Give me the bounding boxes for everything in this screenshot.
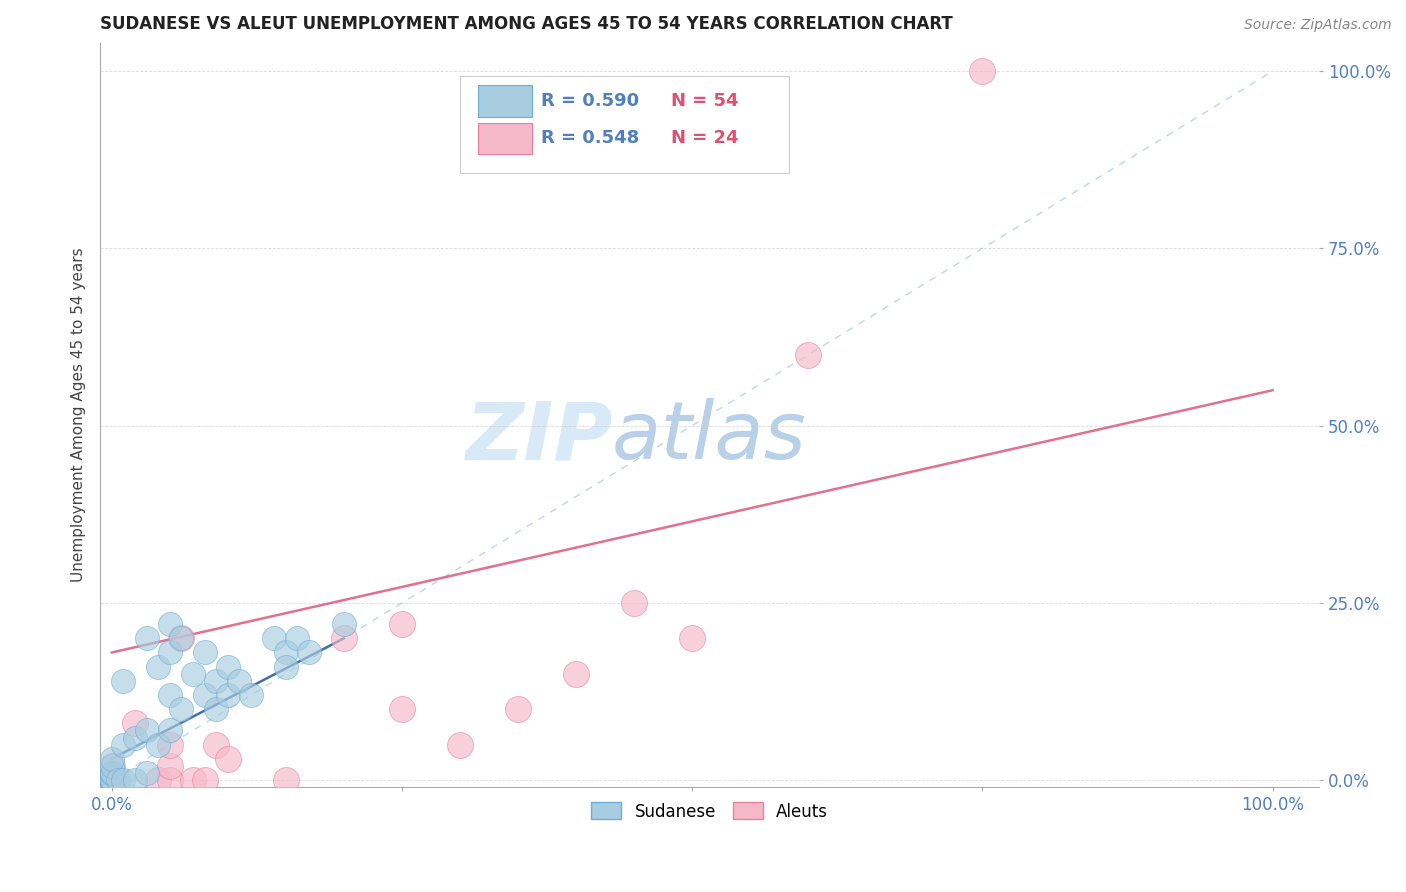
Point bbox=[100, 773, 122, 788]
Point bbox=[274, 773, 297, 788]
Point bbox=[146, 773, 169, 788]
Point bbox=[100, 766, 122, 780]
Point bbox=[194, 688, 217, 702]
Point bbox=[135, 632, 157, 646]
Point bbox=[159, 759, 181, 773]
Point bbox=[100, 759, 122, 773]
Point bbox=[100, 773, 122, 788]
Point bbox=[391, 702, 413, 716]
Point bbox=[112, 673, 135, 688]
Point bbox=[100, 773, 122, 788]
Point bbox=[100, 773, 122, 788]
Point bbox=[100, 773, 122, 788]
Text: atlas: atlas bbox=[612, 399, 807, 476]
Point bbox=[100, 773, 122, 788]
Point bbox=[170, 632, 193, 646]
Point bbox=[159, 645, 181, 659]
Point bbox=[681, 632, 703, 646]
Point bbox=[263, 632, 285, 646]
Point bbox=[135, 723, 157, 738]
Point bbox=[205, 702, 228, 716]
Point bbox=[972, 64, 994, 78]
FancyBboxPatch shape bbox=[478, 122, 531, 153]
Point bbox=[100, 773, 122, 788]
Point bbox=[506, 702, 529, 716]
Point bbox=[146, 659, 169, 673]
Point bbox=[124, 716, 146, 731]
Point bbox=[100, 773, 122, 788]
Point bbox=[159, 738, 181, 752]
Point bbox=[333, 632, 356, 646]
Text: R = 0.548: R = 0.548 bbox=[541, 129, 640, 147]
Point bbox=[205, 673, 228, 688]
Point bbox=[194, 773, 217, 788]
Point bbox=[217, 688, 239, 702]
FancyBboxPatch shape bbox=[478, 86, 531, 117]
Point bbox=[217, 752, 239, 766]
Point bbox=[124, 773, 146, 788]
Point bbox=[181, 773, 204, 788]
Point bbox=[100, 773, 122, 788]
Point bbox=[100, 773, 122, 788]
Point bbox=[100, 759, 122, 773]
Point bbox=[274, 645, 297, 659]
Point bbox=[100, 752, 122, 766]
Point bbox=[100, 773, 122, 788]
FancyBboxPatch shape bbox=[460, 77, 789, 173]
Point bbox=[159, 617, 181, 632]
Text: N = 54: N = 54 bbox=[671, 92, 738, 110]
Text: N = 24: N = 24 bbox=[671, 129, 738, 147]
Point bbox=[333, 617, 356, 632]
Point bbox=[112, 773, 135, 788]
Point bbox=[159, 773, 181, 788]
Legend: Sudanese, Aleuts: Sudanese, Aleuts bbox=[585, 796, 835, 827]
Point bbox=[107, 773, 129, 788]
Text: SUDANESE VS ALEUT UNEMPLOYMENT AMONG AGES 45 TO 54 YEARS CORRELATION CHART: SUDANESE VS ALEUT UNEMPLOYMENT AMONG AGE… bbox=[100, 15, 953, 33]
Point bbox=[159, 688, 181, 702]
Point bbox=[298, 645, 321, 659]
Point bbox=[287, 632, 309, 646]
Point bbox=[124, 731, 146, 745]
Point bbox=[228, 673, 250, 688]
Point bbox=[146, 738, 169, 752]
Y-axis label: Unemployment Among Ages 45 to 54 years: Unemployment Among Ages 45 to 54 years bbox=[72, 248, 86, 582]
Point bbox=[181, 666, 204, 681]
Point bbox=[100, 773, 122, 788]
Text: ZIP: ZIP bbox=[464, 399, 612, 476]
Point bbox=[274, 659, 297, 673]
Point bbox=[100, 773, 122, 788]
Point bbox=[100, 773, 122, 788]
Point bbox=[391, 617, 413, 632]
Point bbox=[135, 766, 157, 780]
Point bbox=[240, 688, 263, 702]
Point bbox=[565, 666, 588, 681]
Point bbox=[623, 596, 645, 610]
Text: Source: ZipAtlas.com: Source: ZipAtlas.com bbox=[1244, 18, 1392, 32]
Point bbox=[100, 773, 122, 788]
Text: R = 0.590: R = 0.590 bbox=[541, 92, 640, 110]
Point bbox=[112, 738, 135, 752]
Point bbox=[205, 738, 228, 752]
Point bbox=[449, 738, 471, 752]
Point bbox=[217, 659, 239, 673]
Point bbox=[170, 632, 193, 646]
Point bbox=[194, 645, 217, 659]
Point bbox=[100, 766, 122, 780]
Point bbox=[100, 773, 122, 788]
Point bbox=[170, 702, 193, 716]
Point bbox=[100, 766, 122, 780]
Point bbox=[100, 773, 122, 788]
Point bbox=[100, 773, 122, 788]
Point bbox=[797, 348, 820, 362]
Point bbox=[100, 773, 122, 788]
Point bbox=[159, 723, 181, 738]
